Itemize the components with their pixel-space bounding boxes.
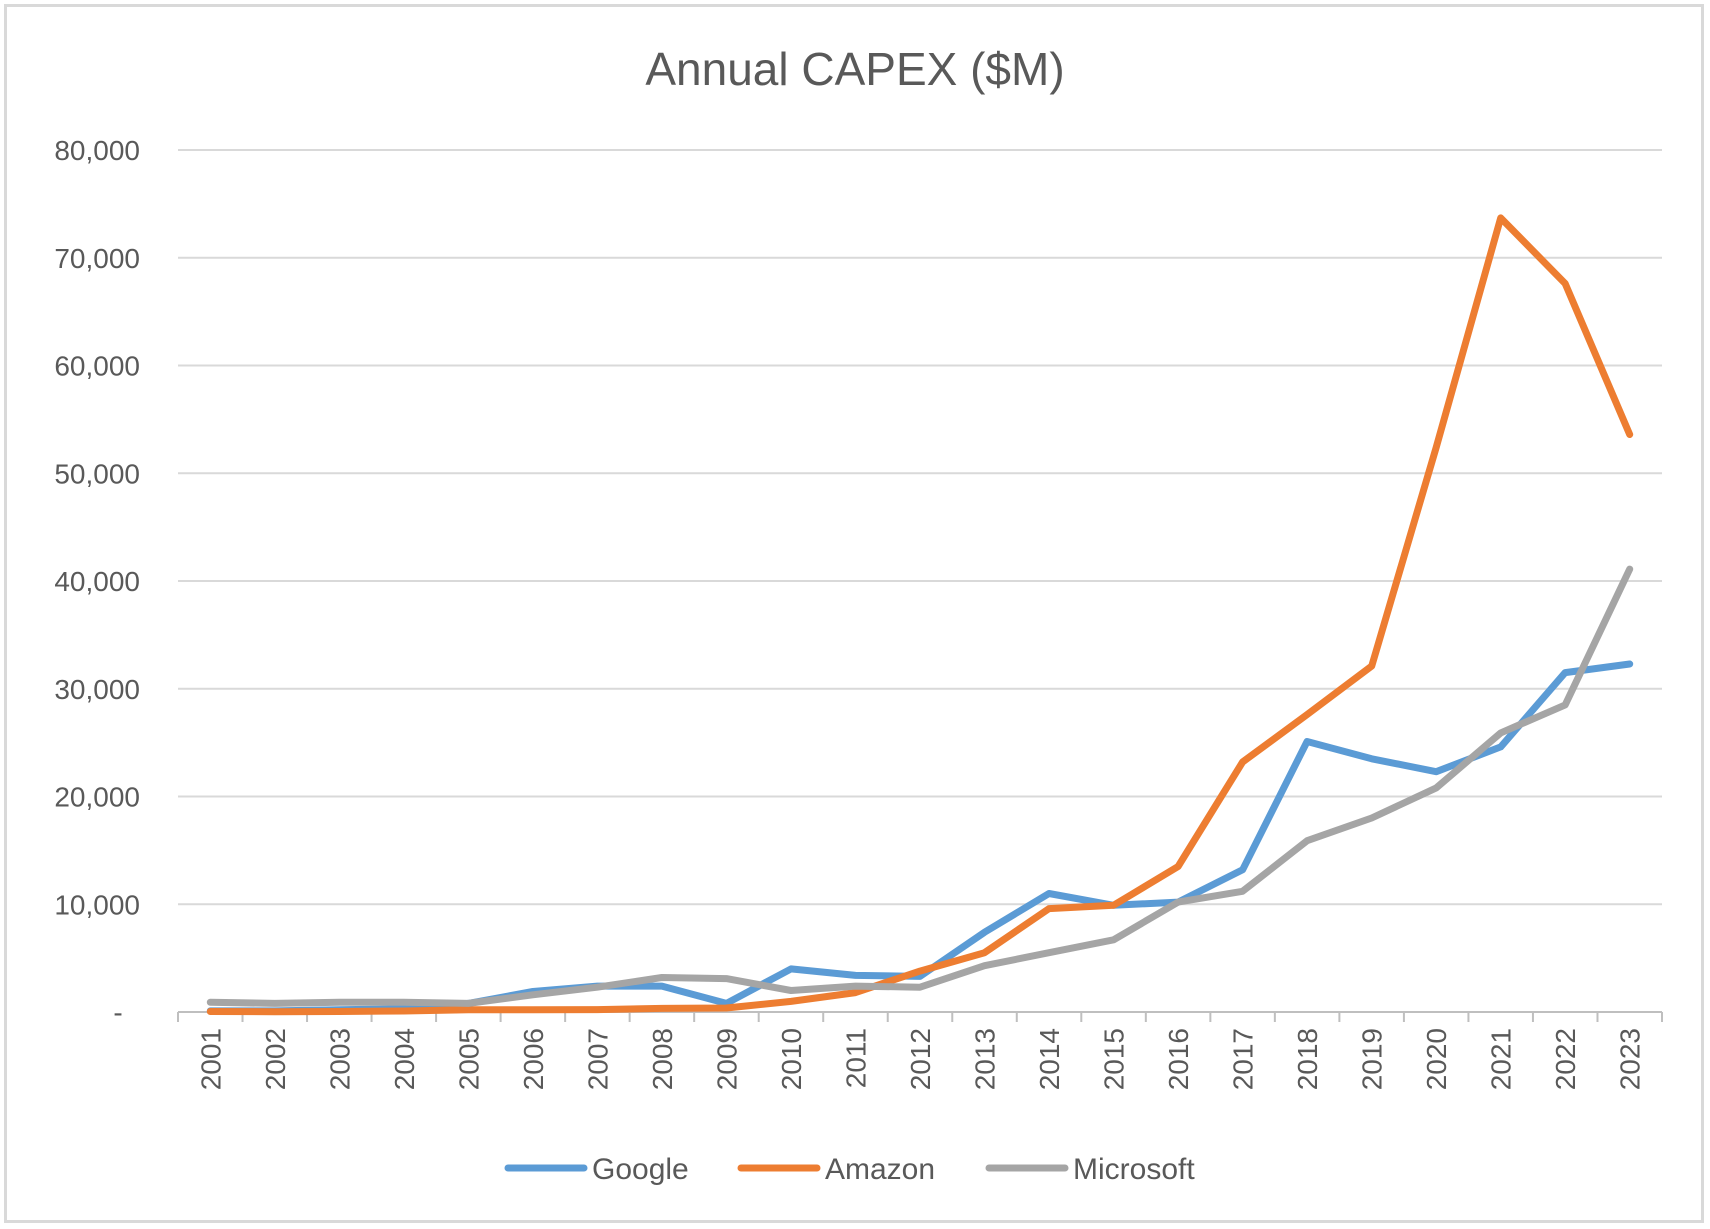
x-tick-label: 2016 <box>1163 1028 1194 1090</box>
series-line-amazon <box>206 214 1634 1016</box>
legend: Google Amazon Microsoft <box>504 1153 1195 1186</box>
x-tick-label: 2008 <box>647 1028 678 1090</box>
y-tick-label: 70,000 <box>54 243 140 274</box>
y-tick-label: - <box>113 997 122 1028</box>
x-tick-label: 2022 <box>1550 1028 1581 1090</box>
x-tick-label: 2015 <box>1099 1028 1130 1090</box>
x-tick-label: 2018 <box>1292 1028 1323 1090</box>
y-tick-label: 40,000 <box>54 566 140 597</box>
legend-label-microsoft: Microsoft <box>1073 1153 1195 1186</box>
y-axis: - 10,000 20,000 30,000 40,000 50,000 60,000 70,… <box>54 135 140 1028</box>
series-line-google <box>206 660 1634 1015</box>
y-tick-label: 50,000 <box>54 458 140 489</box>
x-tick-label: 2001 <box>195 1028 226 1090</box>
x-axis: 2001 2002 2003 2004 2005 2006 2007 2008 2009 2010… <box>177 1011 1663 1090</box>
x-tick-label: 2003 <box>324 1028 355 1090</box>
y-tick-label: 60,000 <box>54 351 140 382</box>
y-tick-label: 20,000 <box>54 782 140 813</box>
y-tick-label: 10,000 <box>54 889 140 920</box>
chart-frame <box>4 4 1704 1223</box>
x-tick-label: 2017 <box>1228 1028 1259 1090</box>
y-tick-label: 30,000 <box>54 674 140 705</box>
x-tick-label: 2021 <box>1486 1028 1517 1090</box>
series-lines <box>206 214 1634 1016</box>
x-tick-label: 2007 <box>582 1028 613 1090</box>
gridlines <box>178 149 1662 906</box>
legend-label-google: Google <box>592 1153 689 1186</box>
x-tick-label: 2019 <box>1357 1028 1388 1090</box>
x-tick-label: 2010 <box>776 1028 807 1090</box>
series-line-microsoft <box>206 565 1634 1007</box>
legend-label-amazon: Amazon <box>825 1153 935 1186</box>
x-tick-label: 2014 <box>1034 1028 1065 1090</box>
x-tick-label: 2005 <box>453 1028 484 1090</box>
x-tick-label: 2012 <box>905 1028 936 1090</box>
x-tick-label: 2011 <box>840 1028 871 1088</box>
y-tick-label: 80,000 <box>54 135 140 166</box>
x-tick-label: 2004 <box>389 1028 420 1090</box>
x-tick-label: 2023 <box>1615 1028 1646 1090</box>
x-tick-label: 2013 <box>970 1028 1001 1090</box>
chart-title: Annual CAPEX ($M) <box>645 43 1064 95</box>
x-tick-label: 2002 <box>260 1028 291 1090</box>
x-tick-label: 2009 <box>711 1028 742 1090</box>
x-tick-label: 2020 <box>1421 1028 1452 1090</box>
x-tick-label: 2006 <box>518 1028 549 1090</box>
